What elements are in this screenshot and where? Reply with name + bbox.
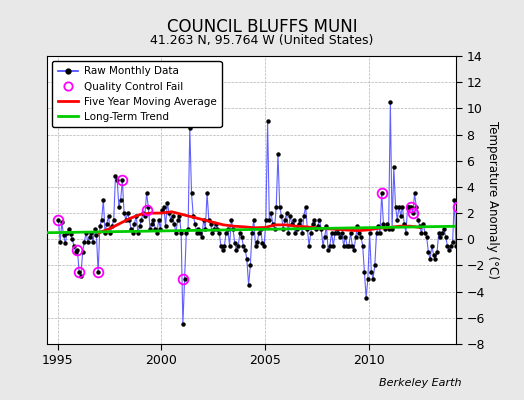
Legend: Raw Monthly Data, Quality Control Fail, Five Year Moving Average, Long-Term Tren: Raw Monthly Data, Quality Control Fail, …: [52, 61, 222, 127]
Text: COUNCIL BLUFFS MUNI: COUNCIL BLUFFS MUNI: [167, 18, 357, 36]
Text: Berkeley Earth: Berkeley Earth: [379, 378, 461, 388]
Text: 41.263 N, 95.764 W (United States): 41.263 N, 95.764 W (United States): [150, 34, 374, 47]
Y-axis label: Temperature Anomaly (°C): Temperature Anomaly (°C): [486, 121, 499, 279]
